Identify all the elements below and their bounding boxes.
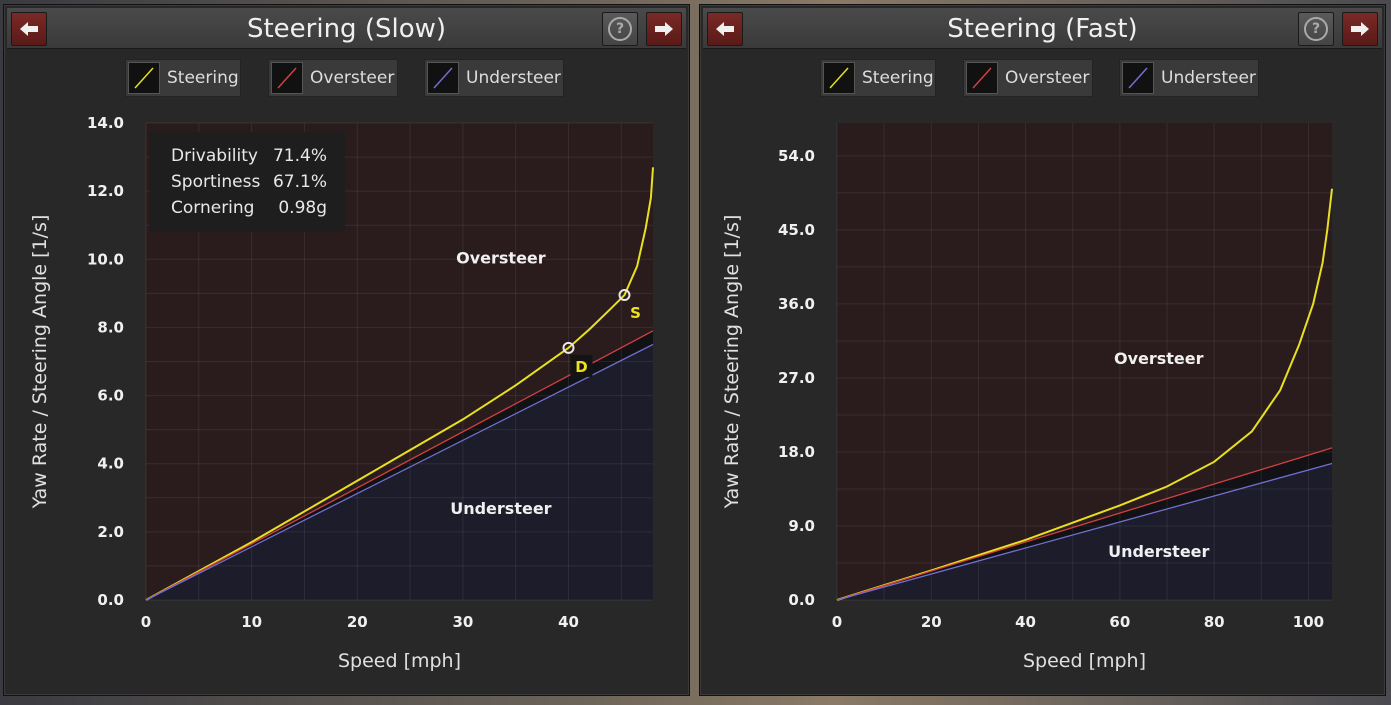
arrow-right-icon — [1351, 22, 1369, 36]
legend-label: Steering — [862, 68, 934, 88]
oversteer-region-label: Oversteer — [1114, 349, 1204, 368]
y-axis-title: Yaw Rate / Steering Angle [1/s] — [29, 215, 51, 510]
steering-swatch-icon — [128, 62, 160, 94]
stat-value: 0.98g — [278, 198, 327, 218]
x-tick-label: 20 — [347, 613, 368, 631]
y-tick-label: 54.0 — [778, 147, 815, 165]
y-tick-label: 2.0 — [97, 523, 124, 541]
stat-value: 71.4% — [272, 146, 327, 166]
legend-label: Understeer — [1161, 68, 1256, 88]
steering-line — [836, 188, 1333, 601]
panel-titlebar: Steering (Slow) ? — [7, 8, 686, 49]
panel-title: Steering (Fast) — [947, 14, 1138, 44]
arrow-right-icon — [655, 22, 673, 36]
y-tick-label: 18.0 — [778, 443, 815, 461]
understeer-line — [836, 462, 1333, 601]
help-button[interactable]: ? — [602, 12, 638, 46]
understeer-region-label: Understeer — [450, 499, 551, 518]
panel-titlebar: Steering (Fast) ? — [703, 8, 1382, 49]
y-tick-label: 0.0 — [788, 591, 815, 609]
marker-label-bg — [570, 354, 593, 377]
steering-slow-chart: 0 10 20 30 40 0.0 2.0 4.0 6.0 8.0 10.0 12.0 14.0 Spee… — [29, 114, 654, 672]
x-tick-label: 40 — [1015, 613, 1036, 631]
chart-legend: Steering Oversteer Understeer — [700, 59, 1385, 97]
y-tick-label: 45.0 — [778, 221, 815, 239]
steering-fast-panel: Steering (Fast) ? Steering Oversteer Und… — [699, 4, 1386, 696]
stats-box: Drivability 71.4% Sportiness 67.1% Corne… — [149, 132, 345, 232]
x-tick-label: 0 — [141, 613, 151, 631]
x-tick-label: 10 — [241, 613, 262, 631]
oversteer-swatch-icon — [271, 62, 303, 94]
understeer-swatch-icon — [1122, 62, 1154, 94]
x-axis-title: Speed [mph] — [338, 650, 461, 672]
understeer-swatch-icon — [427, 62, 459, 94]
stat-cornering: Cornering 0.98g — [171, 198, 327, 224]
y-tick-label: 9.0 — [788, 517, 815, 535]
previous-button[interactable] — [707, 12, 743, 46]
stat-label: Sportiness — [171, 172, 261, 192]
x-tick-label: 0 — [832, 613, 842, 631]
steering-swatch-icon — [823, 62, 855, 94]
y-tick-label: 12.0 — [87, 182, 124, 200]
legend-label: Oversteer — [310, 68, 395, 88]
y-tick-label: 4.0 — [97, 455, 124, 473]
next-button[interactable] — [646, 12, 682, 46]
x-tick-label: 100 — [1293, 613, 1324, 631]
y-tick-label: 0.0 — [97, 591, 124, 609]
oversteer-swatch-icon — [966, 62, 998, 94]
previous-button[interactable] — [11, 12, 47, 46]
legend-label: Understeer — [466, 68, 561, 88]
y-tick-label: 27.0 — [778, 369, 815, 387]
x-axis-title: Speed [mph] — [1023, 650, 1146, 672]
marker-point — [562, 341, 575, 354]
arrow-left-icon — [716, 22, 734, 36]
next-button[interactable] — [1342, 12, 1378, 46]
understeer-line — [145, 343, 654, 601]
y-tick-label: 8.0 — [97, 318, 124, 336]
y-tick-label: 6.0 — [97, 387, 124, 405]
legend-label: Steering — [167, 68, 239, 88]
arrow-left-icon — [20, 22, 38, 36]
help-button[interactable]: ? — [1298, 12, 1334, 46]
legend-item-oversteer[interactable]: Oversteer — [268, 59, 398, 97]
understeer-region-label: Understeer — [1108, 542, 1209, 561]
marker-label: S — [630, 304, 641, 322]
legend-item-understeer[interactable]: Understeer — [1119, 59, 1259, 97]
help-icon: ? — [608, 17, 632, 41]
x-tick-label: 20 — [921, 613, 942, 631]
chart-legend: Steering Oversteer Understeer — [4, 59, 689, 97]
legend-item-steering[interactable]: Steering — [125, 59, 241, 97]
stat-sportiness: Sportiness 67.1% — [171, 172, 327, 198]
legend-item-steering[interactable]: Steering — [820, 59, 936, 97]
y-tick-label: 36.0 — [778, 295, 815, 313]
x-tick-label: 80 — [1204, 613, 1225, 631]
x-tick-label: 60 — [1109, 613, 1130, 631]
oversteer-line — [836, 447, 1333, 601]
oversteer-line — [145, 330, 654, 601]
stat-drivability: Drivability 71.4% — [171, 146, 327, 172]
help-icon: ? — [1304, 17, 1328, 41]
oversteer-region-label: Oversteer — [456, 249, 546, 268]
legend-item-oversteer[interactable]: Oversteer — [963, 59, 1093, 97]
legend-label: Oversteer — [1005, 68, 1090, 88]
legend-item-understeer[interactable]: Understeer — [424, 59, 564, 97]
stat-label: Drivability — [171, 146, 258, 166]
steering-fast-chart: 0 20 40 60 80 100 0.0 9.0 18.0 27.0 36.0 45.0 54.0 Sp… — [721, 123, 1333, 672]
y-tick-label: 14.0 — [87, 114, 124, 132]
panel-title: Steering (Slow) — [246, 14, 447, 44]
y-tick-label: 10.0 — [87, 250, 124, 268]
steering-slow-panel: Steering (Slow) ? Steering Oversteer Und… — [3, 4, 690, 696]
y-axis-title: Yaw Rate / Steering Angle [1/s] — [721, 215, 743, 510]
steering-line — [145, 167, 654, 601]
marker-label: D — [575, 358, 587, 376]
marker-point — [618, 289, 631, 302]
stat-value: 67.1% — [272, 172, 327, 192]
stat-label: Cornering — [171, 198, 255, 218]
x-tick-label: 30 — [452, 613, 473, 631]
x-tick-label: 40 — [558, 613, 579, 631]
